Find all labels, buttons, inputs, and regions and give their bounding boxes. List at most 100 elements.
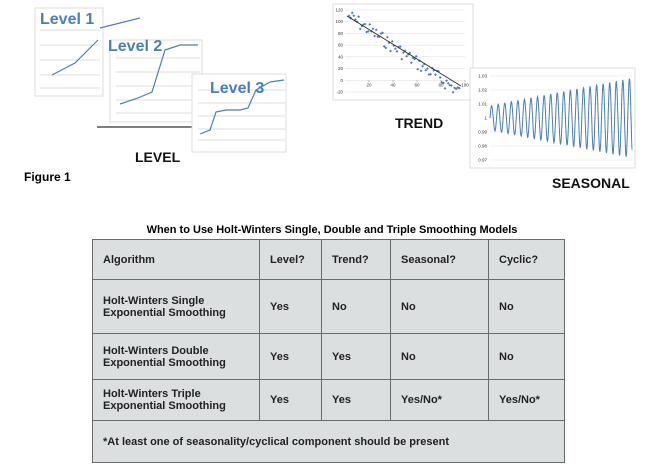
y-tick-label: 1.03 bbox=[478, 74, 487, 79]
scatter-point bbox=[456, 86, 460, 89]
level-1-chart bbox=[34, 7, 141, 97]
scatter-point bbox=[352, 14, 356, 18]
y-tick-label: 1.01 bbox=[478, 102, 487, 107]
cell: Holt-Winters Triple Exponential Smoothin… bbox=[92, 379, 260, 421]
header-row: Algorithm Level? Trend? Seasonal? Cyclic… bbox=[92, 239, 565, 280]
scatter-point bbox=[405, 54, 408, 58]
scatter-point bbox=[434, 73, 437, 77]
scatter-point bbox=[410, 61, 413, 65]
table: Algorithm Level? Trend? Seasonal? Cyclic… bbox=[92, 239, 565, 463]
scatter-point bbox=[381, 31, 384, 35]
level-3-chart bbox=[191, 73, 287, 153]
scatter-point bbox=[355, 20, 359, 23]
scatter-point bbox=[448, 83, 452, 87]
scatter-point bbox=[427, 73, 431, 77]
x-tick-label: 20 bbox=[366, 82, 372, 87]
scatter-point bbox=[379, 32, 383, 35]
cell: Holt-Winters Single Exponential Smoothin… bbox=[92, 279, 260, 334]
scatter-point bbox=[387, 41, 391, 45]
cell: Holt-Winters Double Exponential Smoothin… bbox=[92, 333, 260, 380]
header-cell: Cyclic? bbox=[488, 239, 565, 280]
scatter-point bbox=[350, 11, 354, 15]
figure: 120 100 80 60 40 20 0 -20 20 40 60 80 100 1.03 1.02 1.0… bbox=[34, 3, 636, 169]
scatter-point bbox=[371, 27, 375, 31]
scatter-point bbox=[424, 68, 428, 72]
scatter-point bbox=[435, 69, 439, 73]
header-cell: Level? bbox=[259, 239, 322, 280]
header-cell: Seasonal? bbox=[390, 239, 489, 280]
scatter-point bbox=[386, 35, 389, 39]
scatter-point bbox=[446, 81, 450, 85]
y-tick-label: 80 bbox=[338, 31, 344, 36]
y-tick-label: 0.97 bbox=[478, 158, 487, 163]
y-tick-label: 1.02 bbox=[478, 88, 487, 93]
cell: No bbox=[488, 333, 565, 380]
footnote: *At least one of seasonality/cyclical co… bbox=[92, 420, 565, 463]
cell: Yes bbox=[321, 379, 391, 421]
y-tick-label: 100 bbox=[335, 19, 343, 24]
x-tick-label: 60 bbox=[414, 82, 420, 87]
cell: No bbox=[321, 279, 391, 334]
scatter-point bbox=[429, 72, 432, 76]
trend-line bbox=[346, 15, 462, 87]
scatter-point bbox=[398, 45, 402, 48]
trend-caption: TREND bbox=[395, 115, 444, 131]
cell: Yes bbox=[321, 333, 391, 380]
row: Holt-Winters Double Exponential Smoothin… bbox=[92, 333, 565, 380]
scatter-point bbox=[376, 35, 380, 39]
scatter-point bbox=[390, 39, 394, 43]
y-tick-label: 0.98 bbox=[478, 144, 487, 149]
level-caption: LEVEL bbox=[135, 149, 181, 165]
cell: Yes/No* bbox=[488, 379, 565, 421]
scatter-point bbox=[416, 67, 420, 71]
scatter-point bbox=[432, 69, 436, 72]
y-tick-label: 0 bbox=[340, 78, 343, 83]
scatter-point bbox=[421, 64, 424, 68]
scatter-point bbox=[414, 54, 418, 58]
scatter-point bbox=[426, 67, 429, 70]
scatter-point bbox=[445, 79, 448, 83]
cell: Yes bbox=[259, 333, 322, 380]
scatter-point bbox=[451, 90, 455, 94]
y-tick-label: 1 bbox=[484, 116, 487, 121]
row: Holt-Winters Single Exponential Smoothin… bbox=[92, 279, 565, 334]
scatter-point bbox=[389, 49, 392, 53]
scatter-point bbox=[411, 56, 415, 60]
scatter-point bbox=[394, 47, 397, 51]
scatter-point bbox=[382, 44, 386, 48]
level-title: Level 2 bbox=[108, 38, 163, 55]
seasonal-caption: SEASONAL bbox=[552, 175, 630, 191]
scatter-point bbox=[374, 28, 378, 32]
x-tick-label: 80 bbox=[438, 82, 444, 87]
scatter-point bbox=[402, 51, 405, 55]
scatter-point bbox=[403, 49, 407, 53]
seasonal-line bbox=[489, 78, 633, 157]
header-cell: Trend? bbox=[321, 239, 391, 280]
cell: Yes/No* bbox=[390, 379, 489, 421]
cell: No bbox=[390, 333, 489, 380]
y-tick-label: 40 bbox=[338, 54, 344, 59]
scatter-point bbox=[366, 30, 370, 33]
cell: Yes bbox=[259, 379, 322, 421]
scatter-point bbox=[408, 51, 412, 55]
scatter-point bbox=[368, 22, 372, 26]
scatter-point bbox=[458, 86, 461, 90]
scatter-point bbox=[363, 22, 367, 26]
footnote-row: *At least one of seasonality/cyclical co… bbox=[92, 420, 565, 463]
scatter-point bbox=[443, 86, 447, 90]
y-tick-label: 20 bbox=[338, 66, 344, 71]
table-title: When to Use Holt-Winters Single, Double … bbox=[146, 224, 518, 236]
scatter-point bbox=[373, 34, 376, 38]
y-tick-label: 120 bbox=[335, 8, 343, 13]
level-title: Level 3 bbox=[210, 80, 265, 97]
scatter-point bbox=[454, 87, 458, 91]
scatter-point bbox=[347, 14, 351, 18]
scatter-point bbox=[395, 50, 399, 53]
level-title: Level 1 bbox=[40, 11, 95, 28]
level-2-chart bbox=[97, 39, 203, 128]
row: Holt-Winters Triple Exponential Smoothin… bbox=[92, 379, 565, 421]
scatter-point bbox=[442, 81, 445, 85]
y-tick-label: 0.99 bbox=[478, 130, 487, 135]
x-tick-label: 100 bbox=[461, 82, 469, 87]
